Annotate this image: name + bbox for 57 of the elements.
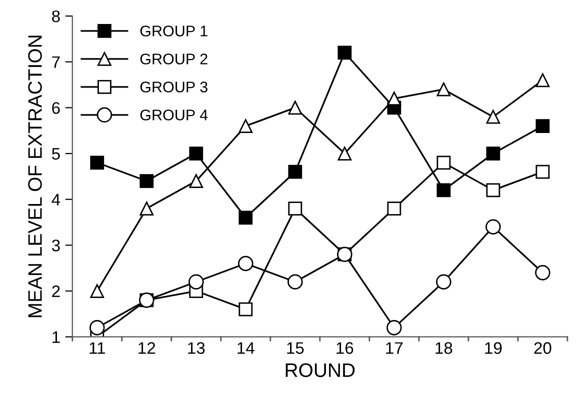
x-tick-label: 14 <box>238 342 254 354</box>
point <box>536 119 550 133</box>
point <box>288 274 303 290</box>
point <box>486 183 500 198</box>
y-tick-label: 4 <box>52 194 60 206</box>
y-tick-label: 2 <box>52 285 60 298</box>
x-tick-label: 13 <box>188 342 205 354</box>
point <box>535 265 550 280</box>
point <box>486 146 500 160</box>
point <box>90 284 104 298</box>
x-tick-label: 16 <box>336 342 354 354</box>
point <box>386 320 402 336</box>
point <box>238 119 253 133</box>
x-tick-label: 18 <box>436 342 452 354</box>
point <box>536 164 550 179</box>
point <box>189 174 204 188</box>
x-tick-label: 19 <box>485 342 502 354</box>
point <box>338 146 352 160</box>
y-tick-label: 3 <box>52 240 60 252</box>
y-tick-label: 8 <box>52 10 60 22</box>
y-tick-label: 6 <box>52 102 60 114</box>
point <box>189 146 204 160</box>
point <box>436 156 451 170</box>
point <box>387 202 402 216</box>
point <box>436 183 451 198</box>
x-tick-label: 11 <box>90 342 105 354</box>
x-tick-label: 17 <box>386 342 403 354</box>
legend-label: GROUP 4 <box>140 110 208 120</box>
point <box>238 210 253 225</box>
y-tick-label: 5 <box>52 148 60 160</box>
point <box>288 202 302 216</box>
y-axis-title: MEAN LEVEL OF EXTRACTION <box>28 36 42 318</box>
point <box>486 219 501 234</box>
x-tick-label: 20 <box>534 342 552 354</box>
point <box>338 46 352 60</box>
point <box>436 274 452 290</box>
legend-label: GROUP 3 <box>140 82 208 92</box>
point <box>238 256 254 272</box>
x-tick-label: 15 <box>287 342 304 354</box>
point <box>288 164 302 179</box>
point <box>238 302 253 316</box>
point <box>288 100 302 115</box>
point <box>140 174 154 188</box>
y-tick-label: 7 <box>52 56 60 68</box>
point <box>387 92 402 106</box>
x-axis-title: ROUND <box>286 363 355 378</box>
point <box>140 202 154 216</box>
point <box>89 320 105 336</box>
point <box>536 73 550 88</box>
legend-label: GROUP 1 <box>140 26 208 36</box>
x-tick-label: 12 <box>138 342 156 354</box>
y-tick-label: 1 <box>52 331 60 343</box>
point <box>90 156 104 170</box>
legend-label: GROUP 2 <box>140 54 208 64</box>
point <box>486 110 500 124</box>
point <box>436 82 451 96</box>
point <box>188 274 204 290</box>
